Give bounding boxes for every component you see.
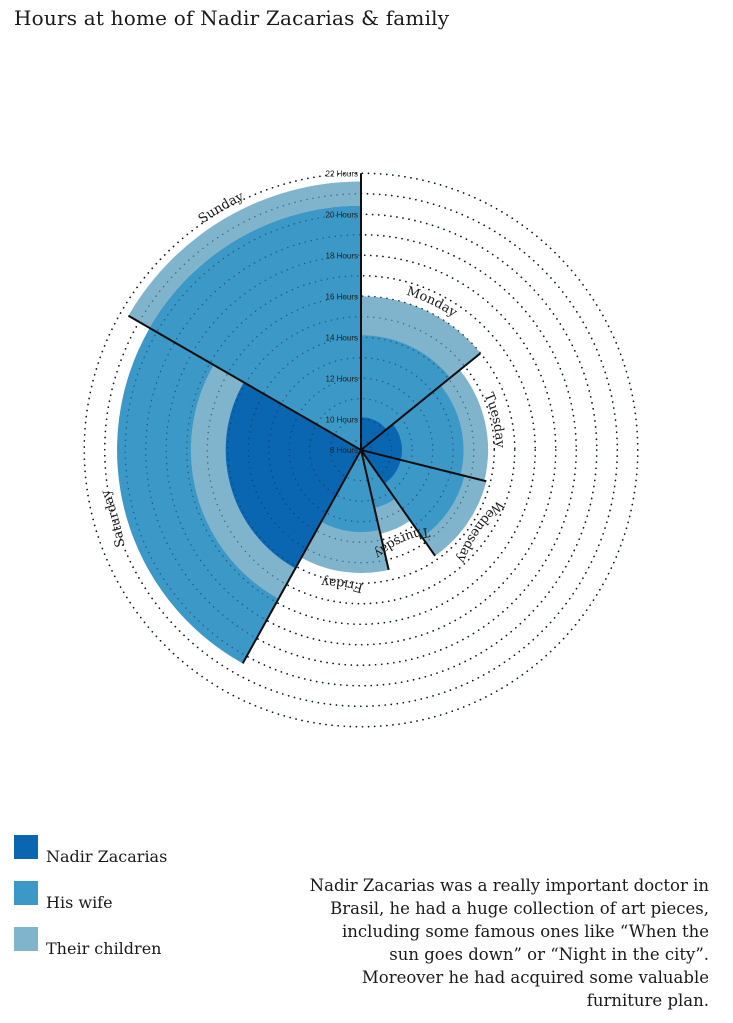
legend-item-children: Their children — [14, 927, 214, 973]
sector-tuesday-0 — [361, 424, 402, 460]
dotted-ring-overlay — [309, 398, 413, 502]
legend-item-wife: His wife — [14, 881, 214, 927]
sector-dividers — [127, 173, 487, 664]
tick-label-18: 18 Hours — [326, 251, 358, 260]
dotted-ring-overlay — [288, 377, 434, 523]
divider-line — [360, 449, 436, 557]
radial-chart: 8 Hours 10 Hours 12 Hours 14 Hours 16 Hours 1… — [83, 169, 639, 728]
day-sectors — [83, 172, 639, 728]
dotted-ring-overlay — [350, 439, 372, 461]
legend-label-children: Their children — [46, 939, 162, 958]
dotted-ring-overlay — [104, 193, 618, 707]
hour-ticks: 8 Hours 10 Hours 12 Hours 14 Hours 16 Hours 1… — [326, 169, 358, 455]
tick-label-22: 22 Hours — [326, 169, 358, 178]
legend-swatch-nadir — [14, 835, 38, 859]
sector-sunday-1 — [149, 206, 361, 450]
dotted-ring-overlay — [83, 172, 639, 728]
legend-label-wife: His wife — [46, 893, 113, 912]
dotted-ring-overlay — [145, 234, 577, 666]
dotted-ring-overlay — [206, 295, 516, 605]
dotted-ring-overlay — [186, 275, 536, 625]
divider-line — [360, 449, 487, 483]
dotted-ring-overlay — [165, 254, 557, 646]
description-note: Nadir Zacarias was a really important do… — [309, 876, 709, 1011]
chart-title: Hours at home of Nadir Zacarias & family — [14, 6, 450, 30]
divider-line — [127, 314, 362, 451]
divider-line — [360, 352, 482, 451]
tick-label-12: 12 Hours — [326, 374, 358, 383]
legend-item-nadir: Nadir Zacarias — [14, 835, 214, 881]
divider-line — [360, 449, 390, 571]
tick-label-8: 8 Hours — [330, 446, 358, 455]
dotted-ring-overlay — [268, 357, 454, 543]
dotted-ring-overlay — [329, 418, 393, 482]
tick-label-16: 16 Hours — [326, 292, 358, 301]
tick-label-10: 10 Hours — [326, 415, 358, 424]
tick-label-20: 20 Hours — [326, 210, 358, 219]
legend-swatch-wife — [14, 881, 38, 905]
sector-thursday-1 — [361, 450, 396, 508]
tick-label-14: 14 Hours — [326, 333, 358, 342]
divider-line — [241, 449, 362, 664]
sector-saturday-0 — [225, 382, 361, 569]
legend: Nadir Zacarias His wife Their children — [14, 835, 214, 973]
legend-swatch-children — [14, 927, 38, 951]
legend-label-nadir: Nadir Zacarias — [46, 847, 168, 866]
day-label-friday: Friday — [321, 574, 365, 595]
sector-monday-1 — [361, 335, 451, 450]
